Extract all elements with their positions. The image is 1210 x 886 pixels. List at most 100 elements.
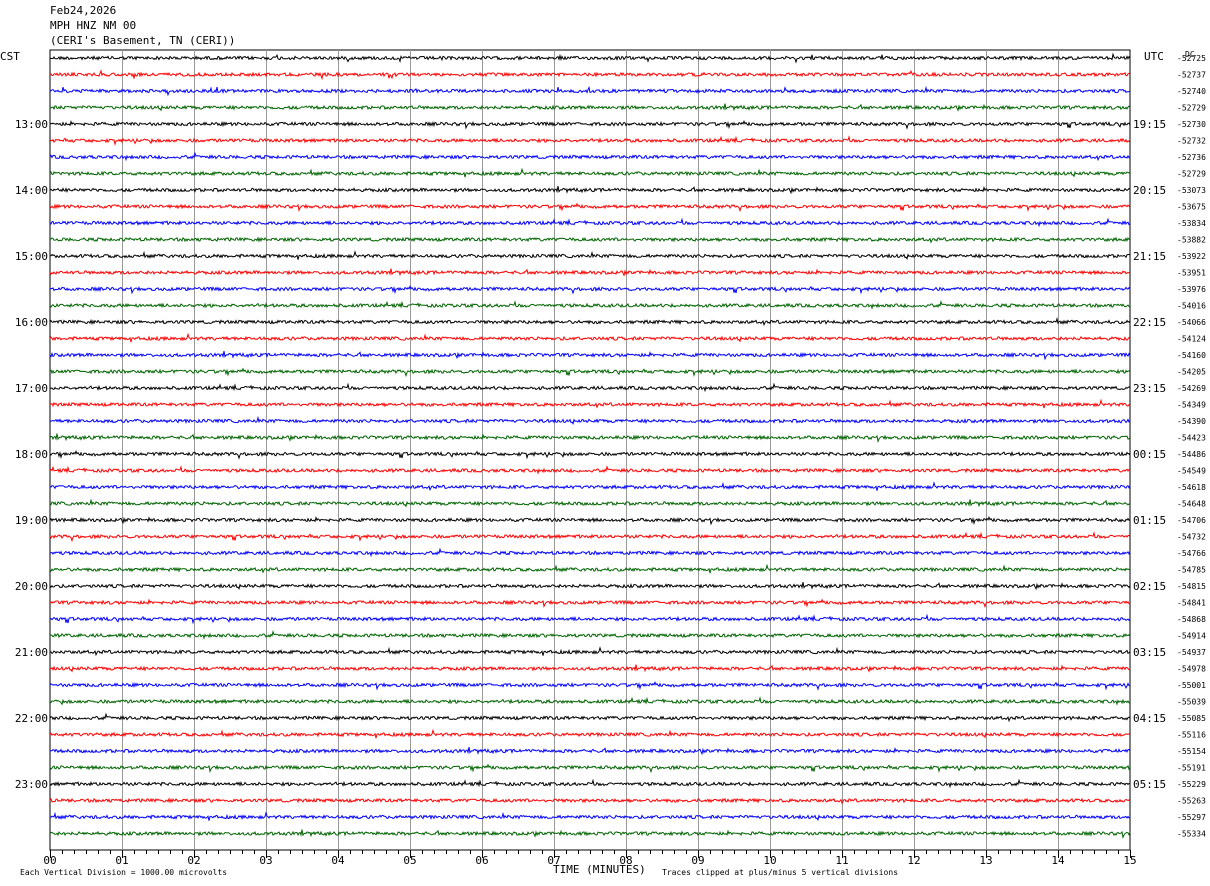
seismic-trace: [49, 712, 1131, 723]
seismic-trace: [49, 664, 1130, 673]
seismic-trace: [49, 398, 1131, 409]
x-tick-label: 15: [1123, 854, 1136, 867]
dc-offset-label: -54937: [1177, 648, 1206, 657]
cst-hour-label: 16:00: [15, 316, 48, 329]
seismic-trace: [49, 151, 1131, 162]
seismic-trace: [49, 382, 1131, 393]
dc-offset-label: -55334: [1177, 830, 1206, 839]
cst-hour-label: 18:00: [15, 448, 48, 461]
dc-offset-label: -53073: [1177, 186, 1206, 195]
dc-offset-label: -55297: [1177, 813, 1206, 822]
dc-offset-label: -54785: [1177, 566, 1206, 575]
dc-offset-label: -54648: [1177, 500, 1206, 509]
seismic-trace: [49, 582, 1131, 591]
x-tick-label: 04: [331, 854, 345, 867]
seismic-trace: [49, 135, 1131, 146]
seismic-trace: [49, 433, 1131, 443]
dc-offset-label: -55263: [1177, 797, 1206, 806]
dc-offset-label: -55116: [1177, 731, 1206, 740]
cst-hour-label: 17:00: [15, 382, 48, 395]
seismic-trace: [49, 811, 1131, 821]
seismic-trace: [49, 746, 1131, 756]
cst-label: CST: [0, 50, 20, 63]
dc-offset-label: -54618: [1177, 483, 1206, 492]
seismic-trace: [49, 829, 1131, 839]
seismic-trace: [49, 696, 1131, 706]
seismic-trace: [49, 167, 1131, 178]
x-tick-label: 01: [115, 854, 128, 867]
seismic-trace: [49, 367, 1131, 378]
utc-hour-label: 22:15: [1133, 316, 1166, 329]
x-tick-label: 06: [475, 854, 488, 867]
seismic-trace: [49, 613, 1131, 625]
seismic-trace: [49, 680, 1131, 691]
x-axis-title: TIME (MINUTES): [553, 863, 646, 876]
x-tick-label: 02: [187, 854, 200, 867]
x-tick-label: 11: [835, 854, 848, 867]
dc-offset-label: -53922: [1177, 252, 1206, 261]
dc-offset-label: -54486: [1177, 450, 1206, 459]
seismic-trace: [49, 598, 1131, 609]
dc-offset-label: -54815: [1177, 582, 1206, 591]
dc-offset-label: -53834: [1177, 219, 1206, 228]
x-tick-label: 14: [1051, 854, 1065, 867]
x-tick-label: 13: [979, 854, 992, 867]
dc-offset-label: -53976: [1177, 285, 1206, 294]
plot-frame: [49, 49, 1131, 851]
utc-hour-label: 19:15: [1133, 118, 1166, 131]
utc-label: UTC: [1144, 50, 1164, 63]
utc-hour-label: 05:15: [1133, 778, 1166, 791]
dc-offset-label: -52737: [1177, 71, 1206, 80]
dc-offset-label: -52729: [1177, 170, 1206, 179]
x-tick-label: 10: [763, 854, 776, 867]
seismic-trace: [49, 498, 1131, 508]
seismic-trace: [49, 481, 1131, 492]
seismic-trace: [49, 465, 1131, 475]
utc-hour-label: 01:15: [1133, 514, 1166, 527]
utc-hour-label: 23:15: [1133, 382, 1166, 395]
seismic-trace: [49, 563, 1131, 574]
dc-offset-label: -55229: [1177, 780, 1206, 789]
utc-hour-label: 20:15: [1133, 184, 1166, 197]
dc-offset-label: -54549: [1177, 467, 1206, 476]
header-location: (CERI's Basement, TN (CERI)): [50, 34, 236, 47]
dc-offset-label: -54841: [1177, 599, 1206, 608]
x-tick-label: 09: [691, 854, 704, 867]
seismic-trace: [49, 415, 1131, 425]
seismic-trace: [49, 300, 1131, 310]
cst-hour-label: 15:00: [15, 250, 48, 263]
x-tick-label: 00: [43, 854, 56, 867]
dc-offset-label: -54160: [1177, 351, 1206, 360]
dc-label: DC: [1185, 50, 1195, 59]
dc-offset-label: -52732: [1177, 137, 1206, 146]
x-tick-label: 07: [547, 854, 560, 867]
seismic-trace: [49, 103, 1131, 112]
seismic-trace: [49, 778, 1131, 789]
cst-hour-label: 19:00: [15, 514, 48, 527]
dc-offset-label: -54124: [1177, 335, 1206, 344]
dc-offset-label: -54269: [1177, 384, 1206, 393]
seismic-trace: [49, 797, 1131, 805]
cst-hour-label: 23:00: [15, 778, 48, 791]
x-tick-label: 03: [259, 854, 272, 867]
seismic-trace: [49, 332, 1131, 343]
dc-offset-label: -52736: [1177, 153, 1206, 162]
dc-offset-label: -55039: [1177, 698, 1206, 707]
dc-offset-label: -52729: [1177, 104, 1206, 113]
seismic-trace: [49, 630, 1131, 640]
seismic-trace: [49, 646, 1131, 657]
dc-offset-label: -54390: [1177, 417, 1206, 426]
dc-offset-label: -54423: [1177, 434, 1206, 443]
dc-offset-label: -52730: [1177, 120, 1206, 129]
seismic-trace: [49, 547, 1131, 558]
dc-offset-label: -54868: [1177, 615, 1206, 624]
dc-offset-label: -52725: [1177, 54, 1206, 63]
dc-offset-label: -54766: [1177, 549, 1206, 558]
seismic-trace: [49, 85, 1131, 97]
cst-hour-label: 13:00: [15, 118, 48, 131]
dc-offset-label: -54978: [1177, 665, 1206, 674]
dc-offset-label: -53675: [1177, 203, 1206, 212]
dc-offset-label: -54016: [1177, 302, 1206, 311]
seismic-trace: [49, 236, 1131, 244]
